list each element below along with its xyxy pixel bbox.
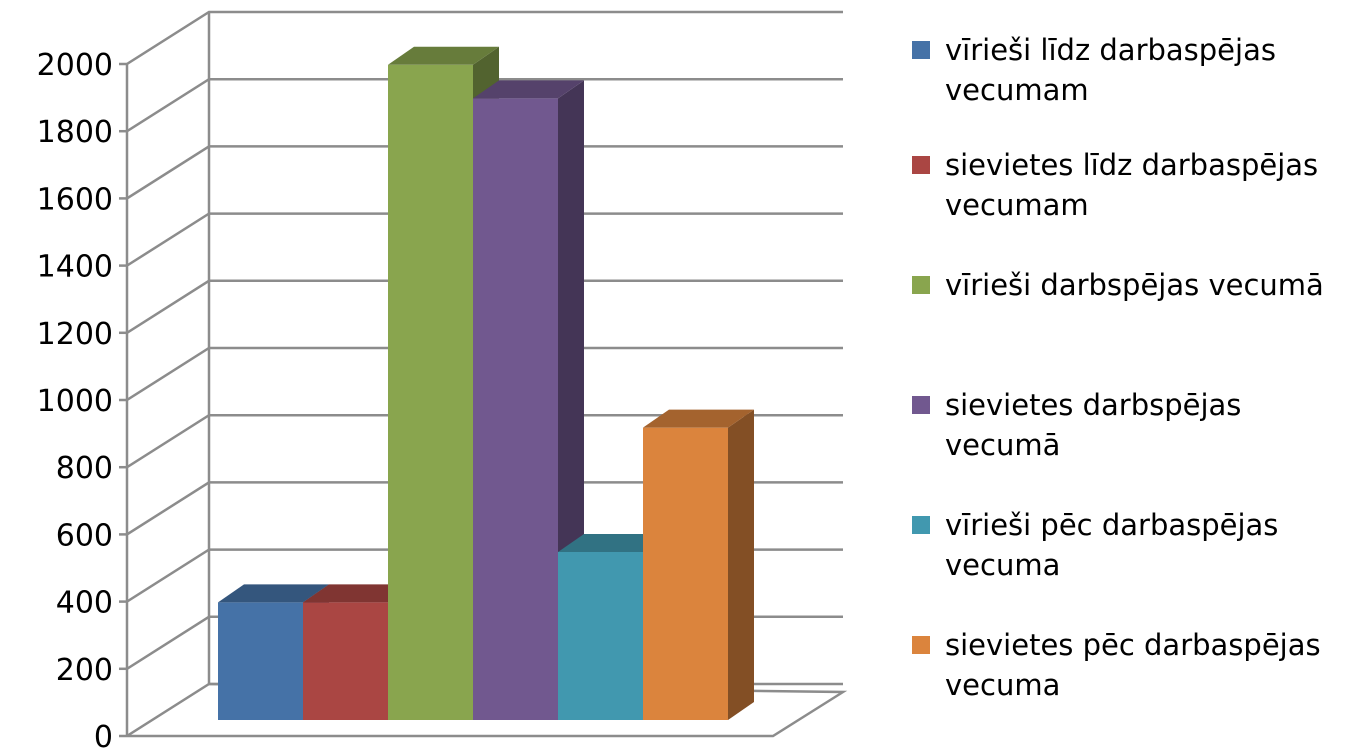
legend-swatch <box>912 276 930 294</box>
bar <box>473 80 584 720</box>
grid-lines <box>119 10 848 738</box>
y-tick-label: 1600 <box>37 182 113 217</box>
bar-top <box>303 584 414 603</box>
y-tick-label: 1000 <box>37 384 113 419</box>
bar-front <box>218 602 303 720</box>
bar-front <box>473 98 558 720</box>
bar-top <box>643 409 754 428</box>
bar-front <box>303 602 388 720</box>
bar-top <box>473 80 584 99</box>
legend-label: sievietes līdz darbaspējas vecumam <box>945 148 1319 222</box>
bar-top <box>388 46 499 65</box>
y-tick-label: 1200 <box>37 317 113 352</box>
legend-swatch <box>912 636 930 654</box>
legend-item: vīrieši līdz darbaspējas vecumam <box>912 30 1362 110</box>
bars <box>218 46 754 721</box>
legend-label: vīrieši pēc darbaspējas vecuma <box>945 508 1279 582</box>
y-tick-label: 0 <box>94 720 113 749</box>
legend-swatch <box>912 516 930 534</box>
legend-label: vīrieši darbspējas vecumā <box>945 268 1324 302</box>
legend-item: sievietes līdz darbaspējas vecumam <box>912 145 1362 225</box>
y-tick-label: 2000 <box>37 48 113 83</box>
bar-front <box>388 64 473 721</box>
bar-top <box>558 534 669 552</box>
legend-label: vīrieši līdz darbaspējas vecumam <box>945 33 1276 107</box>
legend-item: sievietes pēc darbaspējas vecuma <box>912 625 1362 705</box>
bar <box>643 409 754 720</box>
y-axis-tick-labels: 0 200 400 600 800 1000 1200 1400 1600 1800 2000 <box>37 48 113 749</box>
bar-front <box>643 427 728 720</box>
legend-swatch <box>912 396 930 414</box>
legend-swatch <box>912 41 930 59</box>
legend-item: vīrieši darbspējas vecumā <box>912 265 1362 305</box>
bar-front <box>558 552 643 720</box>
bar-side <box>728 409 754 720</box>
y-tick-label: 1800 <box>37 115 113 150</box>
bar-top <box>218 584 329 603</box>
y-tick-label: 800 <box>56 451 113 486</box>
legend-item: vīrieši pēc darbaspējas vecuma <box>912 505 1362 585</box>
y-tick-label: 600 <box>56 518 113 553</box>
legend-item: sievietes darbspējas vecumā <box>912 385 1362 465</box>
legend-label: sievietes pēc darbaspējas vecuma <box>945 628 1321 702</box>
bar-chart: 0 200 400 600 800 1000 1200 1400 1600 1800 2000 <box>37 10 848 749</box>
y-tick-label: 1400 <box>37 250 113 285</box>
y-tick-label: 200 <box>56 653 113 688</box>
legend-label: sievietes darbspējas vecumā <box>945 388 1242 462</box>
legend-swatch <box>912 156 930 174</box>
y-tick-label: 400 <box>56 586 113 621</box>
